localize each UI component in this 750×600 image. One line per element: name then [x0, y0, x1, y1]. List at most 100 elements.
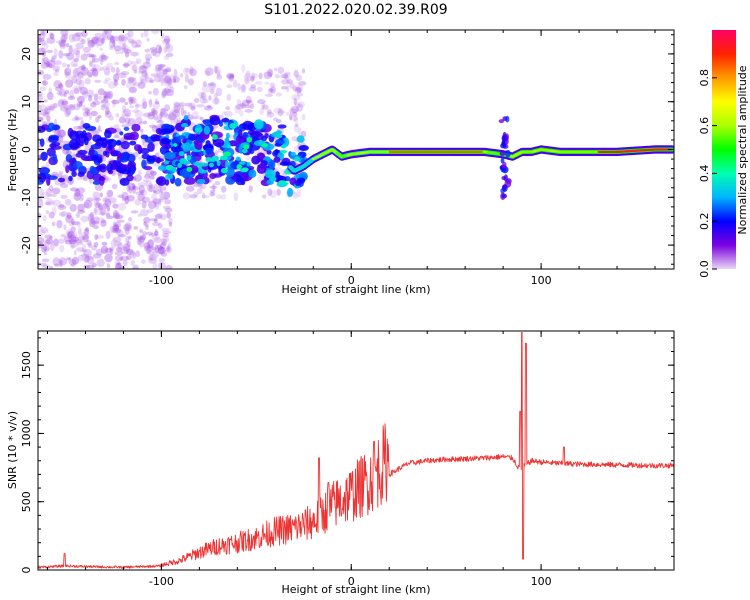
- spectrogram-cell: [116, 67, 120, 76]
- spectrogram-cell: [93, 206, 99, 216]
- spectrogram-cell: [233, 192, 239, 202]
- spectrogram-cell: [64, 89, 70, 95]
- spectrogram-cell: [143, 221, 147, 226]
- spectrogram-cell: [91, 57, 100, 63]
- spectrogram-cell: [214, 150, 219, 156]
- spectrogram-cell: [115, 161, 123, 172]
- spectrogram-cell: [297, 127, 302, 136]
- spectrogram-cell: [92, 191, 101, 201]
- snr-ytick-label: 0: [20, 567, 33, 574]
- spectrogram-cell: [243, 144, 250, 150]
- colorbar-bar: [712, 30, 736, 269]
- spectrogram-cell: [52, 199, 62, 207]
- spectrogram-cell: [154, 183, 158, 190]
- spectrogram-cell: [141, 200, 147, 209]
- spectrogram-cell: [121, 79, 126, 86]
- spectrogram-cell: [106, 62, 113, 70]
- spectrogram-cell: [52, 257, 61, 266]
- spectrogram-cell: [88, 112, 93, 121]
- spectrogram-cell: [104, 129, 112, 139]
- spectrogram-cell: [41, 258, 50, 263]
- spectrogram-cell: [155, 69, 162, 75]
- spectrogram-cell: [77, 209, 86, 214]
- spectrogram-cell: [224, 110, 233, 117]
- spectrogram-cell: [133, 82, 141, 87]
- spectrogram-cell: [83, 176, 88, 182]
- spectrogram-cell: [44, 59, 52, 68]
- spectrogram-cell: [103, 90, 108, 99]
- spectrogram-cell: [87, 69, 96, 76]
- spectrogram-cell: [241, 103, 246, 109]
- spectrogram-cell: [121, 47, 129, 52]
- spectrogram-cell: [236, 176, 244, 183]
- spectrogram-cell: [294, 123, 299, 127]
- spectrogram-cell: [120, 255, 129, 261]
- spectrogram-cell: [78, 86, 82, 90]
- spectrogram-cell: [209, 88, 215, 95]
- spectrogram-cell: [154, 213, 163, 219]
- spectrogram-cell: [162, 68, 172, 73]
- spectrogram-cell: [151, 171, 157, 176]
- spectrogram-cell: [120, 164, 130, 169]
- spectrogram-cell: [38, 141, 41, 148]
- spectrogram-cell: [201, 194, 210, 199]
- spectrogram-cell: [109, 35, 115, 44]
- spectrogram-cell: [101, 103, 108, 108]
- spectrogram-cell: [57, 177, 66, 183]
- spectrogram-cell: [297, 92, 304, 97]
- spectrogram-cell: [77, 71, 84, 79]
- spectrogram-cell: [121, 124, 130, 128]
- spectrogram-cell: [82, 234, 89, 243]
- spectrogram-cell: [149, 79, 154, 84]
- spectrogram-cell: [160, 108, 168, 112]
- spectrogram-cell: [220, 193, 227, 200]
- spectrogram-cell: [64, 71, 71, 76]
- spectrogram-cell: [90, 68, 98, 72]
- spectrogram-cell: [165, 52, 174, 57]
- spectrogram-cell: [226, 93, 232, 101]
- spectrogram-cell: [160, 78, 165, 86]
- spectrogram-cell: [113, 223, 119, 233]
- spectrogram-cell: [166, 211, 171, 219]
- spectrogram-cell: [72, 85, 81, 92]
- spectrogram-cell: [53, 48, 58, 57]
- spectrogram-cell: [209, 81, 216, 91]
- spectrogram-cell: [152, 198, 162, 205]
- spectrogram-cell: [293, 192, 298, 199]
- snr-ytick-label: 1000: [20, 419, 33, 447]
- spectrogram-xtick-label: 0: [348, 274, 355, 287]
- spectrogram-cell: [258, 72, 263, 80]
- spectrogram-cell: [228, 73, 235, 82]
- spectrogram-cell: [77, 242, 84, 246]
- spectrogram-cell: [502, 116, 508, 121]
- spectrogram-cell: [46, 200, 56, 205]
- spectrogram-cell: [93, 225, 99, 230]
- spectrogram-cell: [158, 46, 162, 54]
- spectrogram-cell: [88, 94, 93, 102]
- spectrogram-cell: [86, 109, 91, 117]
- spectrogram-cell: [120, 140, 130, 150]
- spectrogram-cell: [106, 90, 114, 100]
- spectrogram-cell: [130, 51, 140, 57]
- spectrogram-cell: [184, 73, 189, 83]
- spectrogram-cell: [261, 194, 267, 199]
- spectrogram-cell: [151, 107, 156, 114]
- spectrogram-cell: [69, 90, 75, 98]
- spectrogram-ylabel: Frequency (Hz): [6, 109, 19, 192]
- spectrogram-cell: [129, 131, 139, 141]
- spectrogram-cell: [119, 257, 124, 261]
- spectrogram-cell: [174, 177, 182, 187]
- spectrogram-cell: [78, 103, 82, 107]
- spectrogram-cell: [123, 62, 129, 69]
- spectrogram-cell: [84, 256, 94, 260]
- spectrogram-cell: [74, 32, 84, 38]
- spectrogram-cell: [106, 205, 111, 212]
- spectrogram-cell: [189, 65, 194, 75]
- spectrogram-cell: [135, 191, 144, 195]
- spectrogram-cell: [86, 72, 94, 77]
- spectrogram-cell: [65, 165, 70, 174]
- spectrogram-cell: [209, 173, 217, 179]
- spectrogram-cell: [100, 245, 109, 255]
- spectrogram-cell: [248, 185, 253, 193]
